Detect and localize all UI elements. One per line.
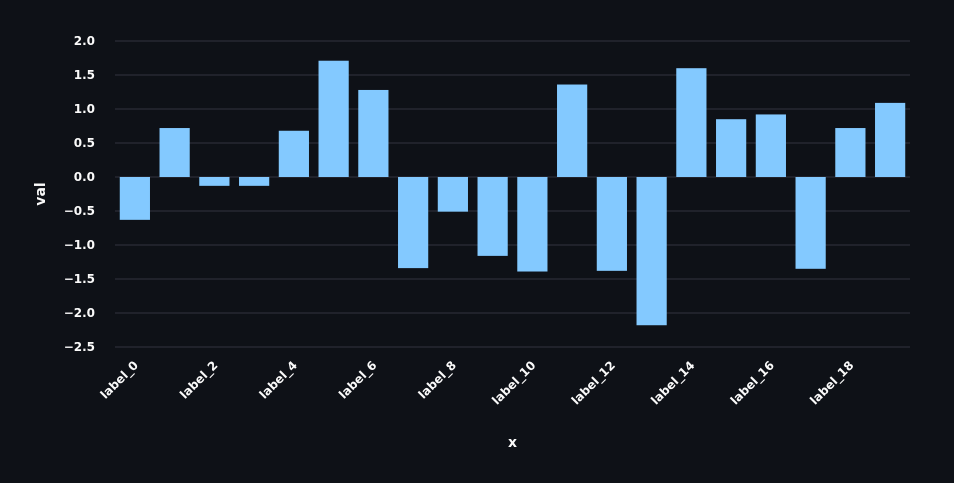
y-axis-ticks: 2.0 1.5 1.0 0.5 0.0 −0.5 −1.0 −1.5 −2.0 −2.5 xyxy=(64,34,95,354)
grid-lines xyxy=(115,40,910,348)
bar-label-3[interactable] xyxy=(239,177,270,186)
x-tick-label: label_0 xyxy=(98,358,142,402)
x-axis-title: x xyxy=(508,435,517,451)
bar-label-4[interactable] xyxy=(278,130,309,177)
bar-label-1[interactable] xyxy=(159,128,190,177)
bar-label-2[interactable] xyxy=(199,177,230,186)
x-tick-label: label_18 xyxy=(807,358,857,408)
y-tick-label: 1.5 xyxy=(74,68,95,82)
bar-label-17[interactable] xyxy=(795,177,826,269)
bar-label-6[interactable] xyxy=(358,89,389,177)
bar-label-12[interactable] xyxy=(596,177,627,271)
x-tick-label: label_4 xyxy=(257,358,301,402)
bar-label-9[interactable] xyxy=(477,177,508,256)
y-tick-label: −0.5 xyxy=(64,204,95,218)
bar-label-18[interactable] xyxy=(835,128,866,177)
x-tick-label: label_14 xyxy=(648,358,698,408)
bar-label-11[interactable] xyxy=(557,84,588,177)
bar-label-14[interactable] xyxy=(676,68,707,177)
y-tick-label: −2.5 xyxy=(64,340,95,354)
bar-label-0[interactable] xyxy=(119,177,150,220)
bar-label-19[interactable] xyxy=(875,102,906,177)
bar-label-7[interactable] xyxy=(398,177,429,269)
y-axis-title: val xyxy=(33,182,49,205)
y-tick-label: 2.0 xyxy=(74,34,95,48)
y-tick-label: −1.0 xyxy=(64,238,95,252)
y-tick-label: 1.0 xyxy=(74,102,95,116)
x-axis-ticks: label_0 label_2 label_4 label_6 label_8 label… xyxy=(98,358,858,408)
bar-label-8[interactable] xyxy=(437,177,468,212)
bar-label-13[interactable] xyxy=(636,177,667,326)
bar-label-16[interactable] xyxy=(755,114,786,177)
y-tick-label: −2.0 xyxy=(64,306,95,320)
y-tick-label: −1.5 xyxy=(64,272,95,286)
x-tick-label: label_2 xyxy=(177,358,221,402)
x-tick-label: label_8 xyxy=(416,358,460,402)
bars xyxy=(119,60,906,326)
y-tick-label: 0.5 xyxy=(74,136,95,150)
x-tick-label: label_12 xyxy=(569,358,619,408)
bar-label-15[interactable] xyxy=(716,119,747,177)
bar-label-5[interactable] xyxy=(318,60,349,177)
bar-label-10[interactable] xyxy=(517,177,548,272)
y-tick-label: 0.0 xyxy=(74,170,95,184)
x-tick-label: label_16 xyxy=(728,358,778,408)
x-tick-label: label_10 xyxy=(489,358,539,408)
x-tick-label: label_6 xyxy=(336,358,380,402)
